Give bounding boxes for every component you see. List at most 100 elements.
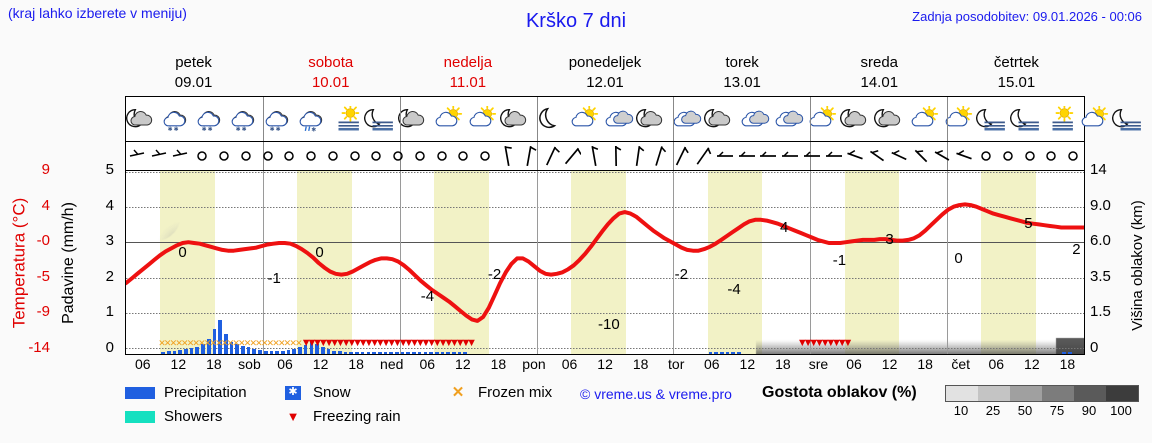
day-separator — [810, 97, 812, 141]
frozen-mix-marker: ✕ — [295, 338, 303, 348]
precipitation-bar — [212, 328, 217, 354]
wind-barb — [520, 143, 538, 174]
wind-barb — [324, 143, 342, 174]
wind-barb — [585, 143, 603, 174]
freezing-rain-marker: ▼ — [374, 337, 386, 349]
frozen-mix-marker: ✕ — [277, 338, 286, 348]
freezing-rain-marker: ▼ — [796, 337, 808, 349]
wind-barb — [694, 143, 712, 174]
density-step-90 — [1074, 386, 1106, 401]
temperature-label-9: -1 — [832, 251, 847, 269]
weather-icon-moon-cloud-8 — [398, 97, 432, 141]
time-label-8: 06 — [419, 356, 436, 372]
legend: Precipitation Showers ✱ Snow ▼ Freezing … — [125, 382, 1145, 440]
weather-icon-moon-cloud-15 — [636, 97, 670, 141]
wind-barb — [150, 143, 168, 174]
prec-tick: 0 — [105, 338, 114, 356]
weather-icon-moon-haze-26 — [1010, 97, 1044, 141]
precipitation-bar — [189, 347, 194, 354]
legend-copyright-label[interactable]: © vreme.us & vreme.pro — [580, 386, 732, 402]
wind-barb — [803, 143, 821, 174]
wind-barb — [825, 143, 843, 174]
svg-text:✱: ✱ — [311, 126, 316, 132]
weather-icon-row: ✱ ✱ ✱ ✱ ✱ ✱ ✱ ✱ ✱ — [125, 96, 1141, 142]
gridline-day — [810, 171, 811, 354]
wind-barb — [846, 143, 864, 174]
freezing-rain-marker: ▼ — [813, 337, 825, 349]
freezing-rain-marker: ▼ — [420, 337, 432, 349]
svg-text:✱: ✱ — [236, 126, 241, 132]
legend-copyright[interactable]: © vreme.us & vreme.pro — [580, 386, 732, 402]
wind-barb — [498, 143, 516, 174]
prec-tick: 5 — [105, 161, 114, 178]
frozen-mix-marker: ✕ — [192, 338, 200, 348]
time-label-16: 06 — [703, 356, 720, 372]
plot-gridlines — [126, 171, 1084, 354]
frozen-mix-marker: ✕ — [158, 338, 166, 348]
precipitation-bar — [263, 350, 268, 354]
time-label-11: pon — [522, 356, 546, 372]
day-header-row: petek 09.01 sobota 10.01 nedelja 11.01 ponedel… — [125, 53, 1085, 95]
legend-freezing-rain: ▼ Freezing rain — [285, 408, 401, 425]
precipitation-bar — [417, 352, 422, 354]
svg-text:✱: ✱ — [208, 126, 213, 132]
gridline-horizontal — [126, 313, 1084, 314]
frozen-mix-marker: ✕ — [266, 338, 275, 348]
showers-swatch — [125, 410, 155, 423]
frozen-mix-marker: ✕ — [283, 338, 292, 348]
weather-icon-cloud-snow-3: ✱ ✱ — [228, 97, 262, 141]
precipitation-bar — [343, 351, 348, 354]
time-label-1: 12 — [170, 356, 187, 372]
precipitation-bar — [172, 350, 177, 354]
precipitation-bar — [223, 333, 228, 354]
freezing-rain-marker: ▼ — [454, 337, 466, 349]
wind-barb — [193, 143, 211, 174]
precipitation-bar — [383, 352, 388, 354]
precipitation-axis-title-text: Padavine (mm/h) — [60, 201, 78, 324]
weather-icon-cloud-14 — [602, 97, 636, 141]
cloud-tick: 0 — [1090, 338, 1099, 356]
day-separator — [262, 97, 264, 141]
precipitation-bar — [241, 345, 245, 354]
location-menu-note[interactable]: (kraj lahko izberete v meniju) — [8, 5, 187, 21]
precipitation-bar — [355, 352, 359, 354]
temperature-label-13: 2 — [1072, 240, 1081, 258]
weather-icon-sun-haze-6 — [330, 97, 364, 141]
freezing-rain-icon: ▼ — [286, 409, 300, 424]
wind-barb — [933, 143, 951, 174]
day-name: petek — [175, 54, 212, 71]
freezing-rain-marker: ▼ — [369, 337, 381, 349]
frozen-mix-marker: ✕ — [181, 338, 189, 348]
weather-icon-sun-cloud-20 — [806, 97, 840, 141]
weather-icon-cloud-19 — [772, 97, 806, 141]
time-label-12: 06 — [561, 356, 578, 372]
weather-icon-sun-cloud-9 — [432, 97, 466, 141]
freezing-rain-marker: ▼ — [340, 337, 352, 349]
day-date: 12.01 — [586, 74, 624, 91]
wind-barb — [389, 143, 407, 174]
precipitation-bar — [178, 349, 182, 354]
day-separator — [536, 142, 538, 170]
time-label-2: 18 — [206, 356, 222, 372]
day-separator — [947, 142, 949, 170]
temp-tick: 9 — [41, 161, 50, 178]
precipitation-bar — [395, 352, 399, 354]
temperature-label-8: 4 — [780, 218, 789, 236]
precipitation-bar — [377, 352, 382, 354]
day-date: 10.01 — [311, 74, 350, 91]
freezing-rain-marker: ▼ — [346, 337, 358, 349]
forecast-plot[interactable]: ✕ ✕ ✕ ✕ ✕ ✕ ✕ ✕ ✕ ✕ ✕ ✕ ✕ ✕ ✕ ✕ ✕ ✕ ✕ ✕ ✕ ✕ ✕ ✕ ✕ ▼ ▼ ▼ ▼ ▼ ▼ ▼ ▼ ▼ ▼ ▼ ▼ ▼ ▼ ▼… — [125, 170, 1085, 355]
prec-tick: 1 — [105, 303, 114, 321]
day-header-2: nedelja 11.01 — [399, 53, 536, 95]
wind-barb — [607, 143, 625, 174]
legend-snow-label: Snow — [313, 384, 351, 401]
svg-text:✱: ✱ — [174, 126, 179, 132]
precipitation-bar — [446, 352, 450, 354]
wind-barb-row — [125, 142, 1085, 170]
weather-icon-moon-haze-25 — [976, 97, 1010, 141]
frozen-mix-marker: ✕ — [243, 338, 252, 348]
freezing-rain-marker: ▼ — [317, 337, 329, 349]
precipitation-bar — [235, 343, 239, 354]
freezing-rain-marker: ▼ — [808, 337, 820, 349]
weather-icon-cloud-18 — [738, 97, 772, 141]
